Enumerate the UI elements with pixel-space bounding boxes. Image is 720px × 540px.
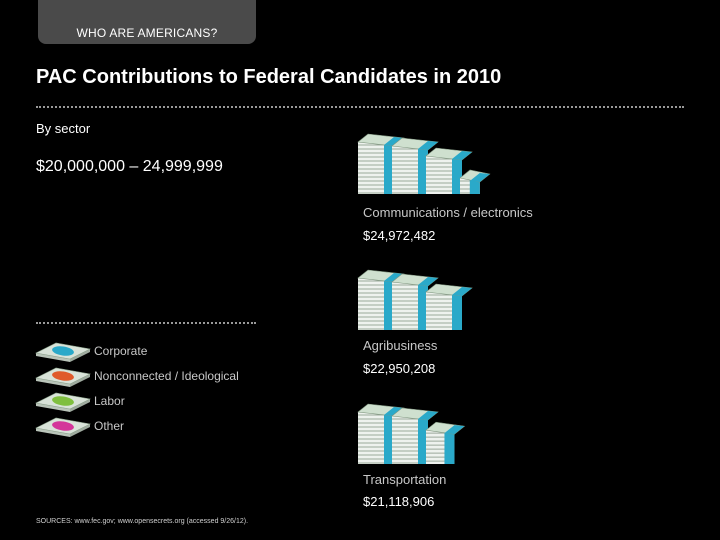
legend-label: Labor — [94, 394, 125, 408]
legend-label: Corporate — [94, 344, 148, 358]
category-label: Communications / electronics — [363, 205, 533, 220]
legend-label: Other — [94, 419, 125, 433]
money-bill-icon — [35, 367, 91, 387]
section-tab: WHO ARE AMERICANS? — [38, 0, 256, 44]
legend-label: Nonconnected / Ideological — [94, 369, 239, 383]
range-label: $20,000,000 – 24,999,999 — [36, 158, 223, 175]
chart-title: PAC Contributions to Federal Candidates … — [36, 66, 502, 88]
category-label: Transportation — [363, 472, 447, 487]
category-label: Agribusiness — [363, 338, 438, 353]
value-label: $21,118,906 — [363, 494, 435, 509]
money-bill-icon — [35, 392, 91, 412]
money-stack-bar — [357, 269, 473, 330]
value-label: $22,950,208 — [363, 361, 436, 376]
legend-divider — [36, 322, 256, 324]
money-bill-icon — [35, 417, 91, 437]
sources-note: SOURCES: www.fec.gov; www.opensecrets.or… — [36, 518, 249, 525]
title-divider — [36, 106, 684, 108]
value-label: $24,972,482 — [363, 228, 436, 243]
money-stack-bar — [357, 133, 491, 194]
money-stack-bar — [357, 403, 466, 464]
chart-subtitle: By sector — [36, 121, 91, 136]
money-bill-icon — [35, 342, 91, 362]
